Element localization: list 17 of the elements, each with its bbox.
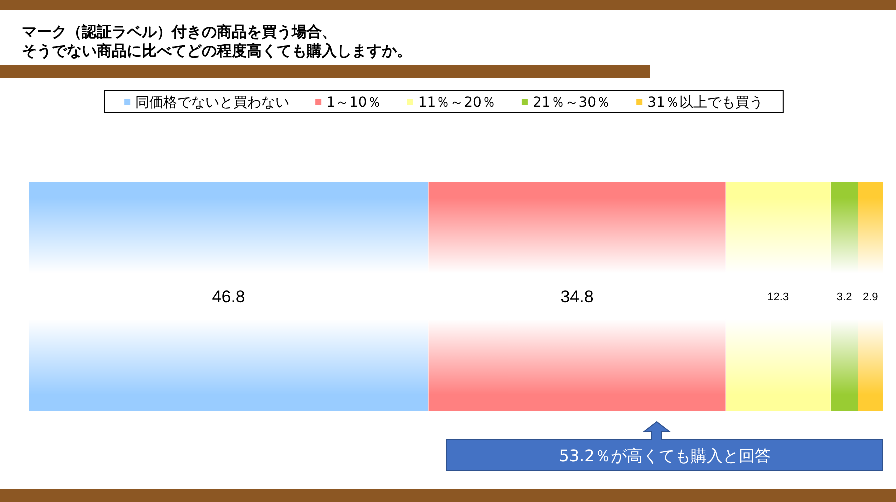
bar (726, 182, 831, 411)
bar (830, 182, 858, 411)
legend-label: 同価格でないと買わない (136, 95, 290, 112)
legend-label: 11％～20％ (418, 95, 496, 112)
bar (428, 182, 726, 411)
data-label: 34.8 (560, 288, 594, 307)
text: 53.2％が高くても購入と回答 (559, 446, 771, 466)
bar (29, 182, 429, 411)
legend-label: 1～10％ (326, 95, 382, 112)
legend-label: 31％以上でも買う (648, 95, 764, 112)
data-label: 2.9 (862, 291, 878, 304)
data-label: 12.3 (768, 291, 790, 304)
bar (858, 182, 883, 411)
data-label: 3.2 (836, 291, 852, 304)
data-label: 46.8 (212, 288, 246, 307)
legend-label: 21％～30％ (532, 95, 611, 112)
chart-title: マーク（認証ラベル）付きの商品を買う場合、そうでない商品に比べてどの程度高くても購入しますか。 (22, 23, 412, 60)
